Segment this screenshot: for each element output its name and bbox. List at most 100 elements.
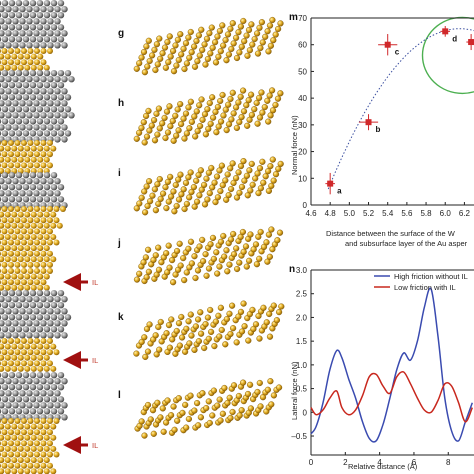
gold-atom: [193, 37, 200, 45]
tungsten-atom: [33, 100, 40, 107]
gold-atom: [11, 457, 18, 464]
tungsten-atom: [40, 88, 47, 95]
gold-atom: [43, 64, 50, 71]
gold-atom: [0, 418, 1, 424]
tungsten-atom: [43, 0, 51, 7]
gold-atom: [0, 168, 5, 174]
gold-atom: [226, 394, 233, 401]
gold-atom: [1, 48, 8, 54]
gold-atom: [47, 360, 53, 367]
gold-atom: [275, 25, 282, 33]
tungsten-atom: [54, 112, 61, 119]
tungsten-atom: [15, 290, 23, 297]
tungsten-atom: [36, 24, 44, 31]
gold-atom: [27, 162, 34, 169]
panel-label-k: k: [118, 312, 124, 323]
gold-atom: [194, 58, 201, 65]
gold-atom: [0, 251, 1, 256]
tungsten-atom: [22, 290, 30, 297]
gold-atom: [263, 239, 270, 246]
gold-atom: [233, 175, 240, 182]
tungsten-atom: [5, 18, 12, 25]
gold-atom: [0, 151, 1, 157]
tungsten-atom: [57, 118, 65, 125]
tungsten-atom: [15, 0, 23, 7]
gold-atom: [21, 418, 27, 424]
tungsten-atom: [1, 106, 9, 113]
tungsten-atom: [19, 100, 26, 107]
gold-atom: [201, 111, 209, 118]
gold-atom: [258, 89, 265, 96]
gold-atom: [237, 23, 245, 30]
gold-atom: [34, 261, 40, 268]
gold-atom: [247, 187, 254, 194]
tungsten-atom: [0, 118, 2, 124]
gold-atom: [152, 332, 159, 339]
tungsten-atom: [54, 136, 61, 143]
gold-atom: [43, 354, 50, 361]
tungsten-atom: [54, 124, 61, 131]
gold-atom: [8, 451, 14, 458]
gold-atom: [235, 392, 243, 400]
normal-force-chart: m Normal force (nN) Distance between the…: [289, 12, 474, 248]
gold-atom: [146, 178, 153, 185]
gold-atom: [205, 335, 212, 342]
gold-atom: [197, 414, 205, 421]
gold-atom: [138, 338, 145, 346]
gold-atom: [8, 140, 14, 146]
gold-atom: [27, 429, 34, 436]
tungsten-atom: [54, 18, 61, 25]
x-tick-label-m: 6.0: [440, 209, 452, 218]
tungsten-atom: [33, 190, 40, 197]
gold-atom: [40, 440, 47, 447]
x-tick-label-n: 2: [343, 458, 348, 467]
gold-atom: [50, 365, 57, 372]
gold-atom: [4, 145, 11, 152]
gold-atom: [254, 30, 261, 37]
gold-atom: [27, 451, 34, 458]
gold-atom: [216, 263, 223, 270]
gold-atom: [37, 256, 44, 263]
gold-atom: [47, 418, 53, 424]
tungsten-atom: [22, 384, 30, 391]
x-tick-label-n: 0: [309, 458, 314, 467]
gold-atom: [239, 228, 247, 236]
gold-atom: [163, 419, 170, 426]
gold-atom: [47, 239, 53, 246]
tungsten-atom: [22, 70, 30, 77]
gold-atom: [185, 104, 192, 111]
gold-atom: [151, 186, 159, 193]
tungsten-atom: [22, 94, 30, 101]
gold-atom: [208, 24, 215, 31]
gold-atom: [43, 211, 50, 218]
tungsten-atom: [36, 118, 44, 125]
gold-atom: [188, 260, 196, 267]
tungsten-atom: [54, 390, 61, 397]
gold-atom: [43, 222, 50, 229]
gold-atom: [153, 41, 161, 48]
gold-atom: [243, 32, 250, 39]
gold-atom: [210, 114, 217, 121]
gold-atom: [191, 346, 198, 354]
tungsten-atom: [0, 172, 2, 178]
gold-atom: [4, 468, 11, 474]
gold-atom: [4, 434, 11, 441]
gold-atom: [262, 33, 269, 40]
tungsten-atom: [43, 106, 51, 113]
gold-atom: [192, 274, 199, 282]
gold-atom: [14, 451, 21, 458]
highlight-ellipse: [421, 16, 474, 95]
y-tick-label-n: 1.5: [296, 337, 308, 346]
il-label-2: IL: [92, 356, 98, 365]
gold-atom: [183, 200, 191, 208]
gold-atom: [168, 412, 175, 419]
tungsten-atom: [29, 0, 37, 7]
tungsten-atom: [57, 302, 65, 309]
gold-atom: [11, 53, 18, 60]
gold-atom: [0, 273, 5, 280]
tungsten-atom: [5, 308, 12, 315]
tungsten-atom: [54, 178, 61, 185]
gold-atom: [229, 89, 236, 96]
gold-atom: [258, 19, 266, 26]
tungsten-atom: [57, 94, 65, 101]
